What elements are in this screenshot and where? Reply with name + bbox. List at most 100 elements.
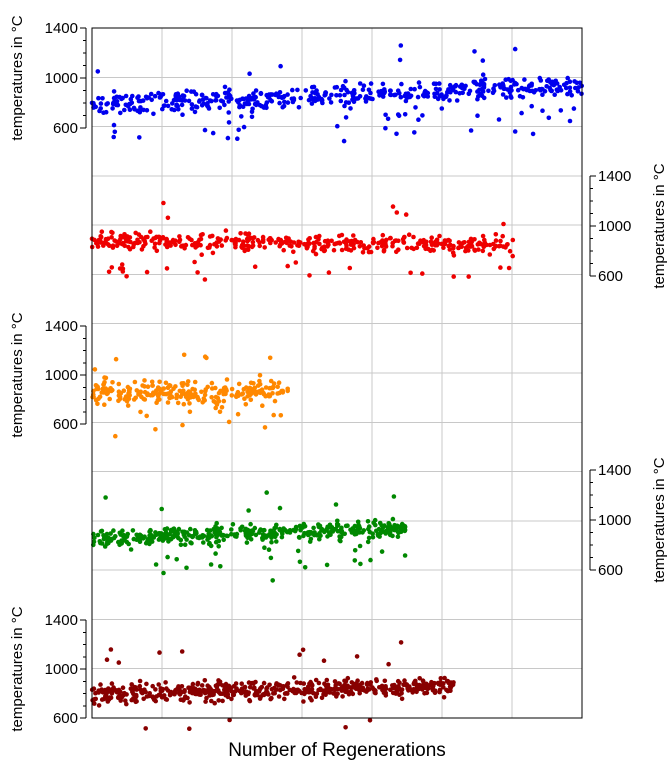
data-point bbox=[342, 92, 347, 98]
data-point bbox=[157, 650, 162, 655]
data-point bbox=[291, 675, 297, 680]
data-point bbox=[348, 248, 354, 253]
data-point bbox=[125, 236, 130, 242]
data-point bbox=[402, 678, 407, 683]
data-point bbox=[411, 246, 417, 252]
data-point bbox=[111, 89, 117, 94]
data-point bbox=[269, 695, 274, 701]
data-point bbox=[510, 77, 515, 83]
data-point bbox=[380, 81, 386, 87]
data-point bbox=[270, 391, 275, 396]
data-point bbox=[210, 130, 216, 136]
data-point bbox=[216, 678, 221, 683]
data-point bbox=[158, 388, 164, 393]
data-point bbox=[420, 678, 426, 683]
data-point bbox=[268, 533, 274, 539]
data-point bbox=[150, 383, 155, 388]
data-point bbox=[104, 541, 110, 546]
data-point bbox=[241, 243, 247, 248]
data-point bbox=[326, 270, 332, 275]
data-point bbox=[567, 118, 573, 124]
data-point bbox=[335, 528, 341, 534]
data-point bbox=[441, 685, 446, 690]
data-point bbox=[342, 678, 347, 684]
data-point bbox=[276, 694, 282, 699]
data-point bbox=[222, 84, 228, 90]
data-point bbox=[192, 387, 197, 393]
data-point bbox=[112, 129, 118, 135]
data-point bbox=[180, 97, 186, 102]
data-point bbox=[402, 527, 408, 533]
data-point bbox=[498, 265, 503, 270]
data-point bbox=[306, 689, 312, 694]
data-point bbox=[376, 240, 381, 246]
data-point bbox=[415, 94, 421, 100]
data-point bbox=[165, 215, 171, 221]
data-point bbox=[179, 381, 185, 386]
data-point bbox=[142, 384, 147, 389]
data-point bbox=[116, 398, 121, 404]
y-tick-label: 1400 bbox=[598, 462, 631, 479]
data-point bbox=[306, 237, 311, 242]
data-point bbox=[501, 244, 506, 249]
data-point bbox=[260, 403, 265, 409]
data-point bbox=[274, 539, 279, 544]
data-point bbox=[422, 691, 427, 696]
data-point bbox=[167, 692, 173, 698]
data-point bbox=[526, 84, 532, 89]
data-point bbox=[395, 534, 401, 539]
data-point bbox=[195, 243, 200, 248]
data-point bbox=[150, 683, 155, 689]
data-point bbox=[497, 82, 502, 87]
data-point bbox=[346, 100, 352, 105]
data-point bbox=[138, 234, 144, 240]
data-point bbox=[266, 392, 272, 397]
data-point bbox=[302, 565, 308, 570]
data-point bbox=[542, 89, 548, 94]
data-point bbox=[243, 402, 249, 407]
data-point bbox=[202, 398, 207, 403]
data-point bbox=[505, 242, 510, 247]
data-point bbox=[354, 531, 359, 537]
data-point bbox=[491, 246, 497, 252]
data-point bbox=[475, 242, 481, 247]
data-point bbox=[325, 241, 331, 246]
y-tick-label: 1000 bbox=[45, 70, 78, 87]
data-point bbox=[448, 85, 454, 90]
data-point bbox=[368, 249, 374, 255]
data-point bbox=[173, 92, 179, 97]
data-point bbox=[272, 525, 277, 531]
data-point bbox=[435, 96, 441, 102]
data-point bbox=[399, 81, 404, 87]
data-point bbox=[133, 230, 138, 236]
data-point bbox=[95, 69, 101, 74]
data-point bbox=[361, 528, 367, 533]
data-point bbox=[375, 245, 380, 251]
data-point bbox=[195, 682, 200, 687]
data-point bbox=[239, 114, 244, 119]
data-point bbox=[226, 110, 231, 115]
data-point bbox=[260, 239, 266, 245]
data-point bbox=[357, 94, 363, 99]
data-point bbox=[181, 696, 187, 702]
data-point bbox=[246, 508, 251, 513]
y-tick-label: 1000 bbox=[598, 512, 631, 529]
data-point bbox=[262, 527, 267, 533]
data-point bbox=[355, 525, 361, 530]
data-point bbox=[129, 682, 134, 687]
data-point bbox=[289, 96, 295, 102]
data-point bbox=[349, 680, 355, 685]
data-point bbox=[552, 92, 557, 97]
data-point bbox=[382, 678, 388, 684]
data-point bbox=[98, 682, 103, 687]
data-point bbox=[209, 380, 215, 386]
data-point bbox=[141, 107, 146, 113]
data-point bbox=[377, 685, 382, 690]
data-point bbox=[193, 104, 198, 109]
data-point bbox=[217, 409, 223, 415]
data-point bbox=[216, 688, 221, 693]
data-point bbox=[370, 531, 376, 536]
data-point bbox=[205, 103, 210, 109]
data-point bbox=[445, 688, 451, 694]
data-point bbox=[347, 265, 353, 271]
